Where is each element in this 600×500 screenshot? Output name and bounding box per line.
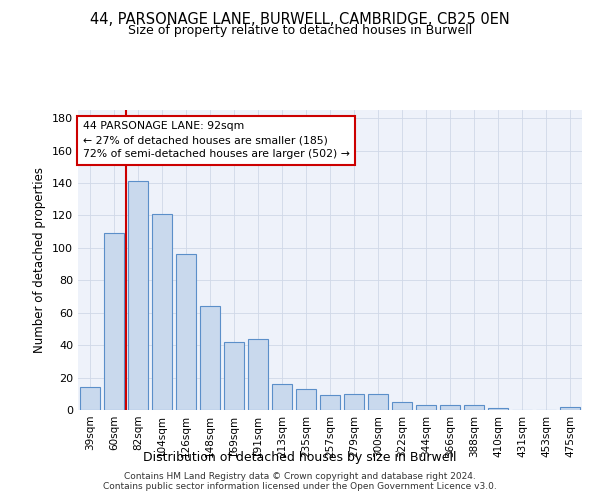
Bar — [416, 405, 436, 410]
Bar — [440, 405, 460, 410]
Bar — [320, 396, 340, 410]
Text: 44 PARSONAGE LANE: 92sqm
← 27% of detached houses are smaller (185)
72% of semi-: 44 PARSONAGE LANE: 92sqm ← 27% of detach… — [83, 122, 350, 160]
Bar — [344, 394, 364, 410]
Text: Size of property relative to detached houses in Burwell: Size of property relative to detached ho… — [128, 24, 472, 37]
Bar — [80, 388, 100, 410]
Bar — [488, 408, 508, 410]
Bar — [392, 402, 412, 410]
Bar — [200, 306, 220, 410]
Bar — [368, 394, 388, 410]
Text: Distribution of detached houses by size in Burwell: Distribution of detached houses by size … — [143, 451, 457, 464]
Bar — [464, 405, 484, 410]
Bar — [248, 338, 268, 410]
Text: Contains HM Land Registry data © Crown copyright and database right 2024.: Contains HM Land Registry data © Crown c… — [124, 472, 476, 481]
Bar — [152, 214, 172, 410]
Bar — [104, 233, 124, 410]
Bar — [224, 342, 244, 410]
Bar — [296, 389, 316, 410]
Bar — [128, 182, 148, 410]
Text: 44, PARSONAGE LANE, BURWELL, CAMBRIDGE, CB25 0EN: 44, PARSONAGE LANE, BURWELL, CAMBRIDGE, … — [90, 12, 510, 28]
Bar — [176, 254, 196, 410]
Bar — [560, 407, 580, 410]
Bar — [272, 384, 292, 410]
Y-axis label: Number of detached properties: Number of detached properties — [34, 167, 46, 353]
Text: Contains public sector information licensed under the Open Government Licence v3: Contains public sector information licen… — [103, 482, 497, 491]
